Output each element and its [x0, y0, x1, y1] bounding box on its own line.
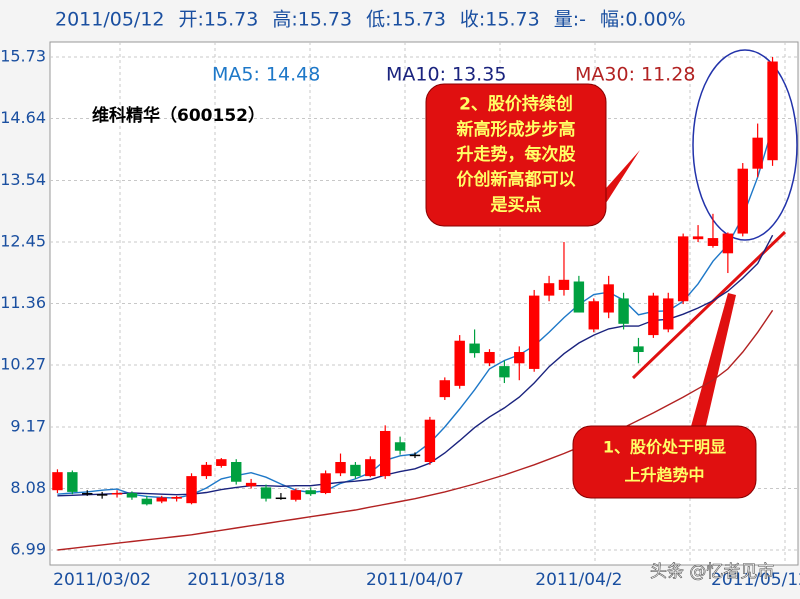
highlight-ellipse: [692, 49, 798, 241]
candle-body: [409, 454, 421, 457]
candle-body: [335, 462, 346, 474]
candle-body: [141, 498, 153, 505]
candle-body: [394, 442, 406, 451]
candle-body: [573, 281, 585, 313]
header-field: 高:15.73: [272, 9, 352, 31]
header-field: 2011/05/12: [55, 9, 165, 31]
candle-body: [82, 493, 93, 495]
callout-text: 是买点: [491, 194, 542, 215]
candle-body: [752, 137, 763, 169]
candle-body: [156, 497, 167, 502]
y-tick-label: 6.99: [10, 540, 46, 559]
candle-body: [722, 233, 734, 254]
candle-body: [692, 236, 704, 240]
candle-body: [290, 490, 302, 500]
candle-body: [260, 487, 272, 499]
candle-body: [528, 295, 540, 369]
y-tick-label: 14.64: [0, 108, 46, 127]
callout-text: 升走势，每次股: [457, 144, 576, 165]
watermark: 头条 @忆者见市: [650, 562, 774, 582]
candle-body: [663, 298, 674, 330]
candle-body: [67, 472, 78, 492]
callout-text: 新高形成步步高: [457, 119, 576, 140]
candle-body: [439, 380, 451, 398]
candle-body: [305, 490, 316, 495]
candle-body: [618, 298, 629, 324]
callout-text: 价创新高都可以: [457, 169, 576, 190]
y-tick-label: 8.08: [10, 478, 46, 497]
ma-label: MA10: 13.35: [386, 64, 506, 86]
candle-body: [350, 464, 361, 477]
y-tick-label: 12.45: [0, 232, 46, 251]
candle-body: [379, 430, 391, 477]
y-tick-label: 15.73: [0, 47, 46, 66]
candle-body: [424, 419, 436, 463]
header-field: 幅:0.00%: [600, 9, 686, 31]
candle-body: [499, 366, 510, 378]
callout-box: [425, 83, 607, 227]
candle-body: [484, 352, 495, 364]
candle-body: [52, 472, 63, 491]
candle-body: [648, 295, 659, 336]
candle-body: [275, 497, 287, 500]
header-field: 收:15.73: [460, 9, 540, 31]
candle-body: [245, 482, 257, 487]
candle-body: [737, 168, 748, 234]
header-field: 开:15.73: [179, 9, 259, 31]
candle-body: [320, 473, 331, 494]
candle-body: [558, 279, 570, 290]
callout-text: 1、股价处于明显: [603, 438, 726, 457]
callout-text: 2、股价持续创: [459, 94, 573, 115]
candle-body: [365, 459, 376, 477]
x-tick-label: 2011/03/18: [187, 570, 285, 590]
candle-body: [454, 340, 465, 386]
candle-body: [126, 493, 138, 498]
candle-body: [231, 462, 242, 482]
candle-body: [216, 459, 227, 466]
x-tick-label: 2011/04/2: [535, 570, 622, 590]
ma-label: MA30: 11.28: [575, 64, 695, 86]
stock-name: 维科精华（600152）: [92, 105, 265, 126]
candle-body: [603, 284, 614, 313]
candle-body: [677, 236, 689, 302]
candle-body: [186, 476, 197, 504]
y-tick-label: 9.17: [10, 417, 46, 436]
y-tick-label: 10.27: [0, 354, 46, 373]
candle-body: [543, 283, 555, 296]
candle-body: [469, 343, 480, 354]
header-field: 量:-: [554, 9, 586, 31]
candle-body: [767, 61, 778, 161]
trend-line: [631, 230, 787, 380]
candle-body: [111, 493, 123, 495]
candle-body: [514, 352, 525, 364]
callout-box: [572, 425, 757, 499]
candle-body: [201, 464, 212, 477]
x-tick-label: 2011/03/02: [53, 570, 151, 590]
candle-body: [588, 301, 599, 330]
x-tick-label: 2011/05/12: [711, 570, 800, 590]
candle-body: [707, 238, 719, 246]
y-tick-label: 11.36: [0, 293, 46, 312]
ma-line: [57, 309, 774, 551]
candle-body: [96, 494, 108, 496]
grid: [50, 42, 798, 565]
candle-body: [171, 496, 182, 499]
y-tick-label: 13.54: [0, 170, 46, 189]
candle-body: [633, 346, 644, 353]
ma-label: MA5: 14.48: [212, 64, 320, 86]
header-field: 低:15.73: [366, 9, 446, 31]
arrow: [690, 293, 736, 430]
x-tick-label: 2011/04/07: [366, 570, 464, 590]
callout-text: 上升趋势中: [624, 466, 704, 485]
